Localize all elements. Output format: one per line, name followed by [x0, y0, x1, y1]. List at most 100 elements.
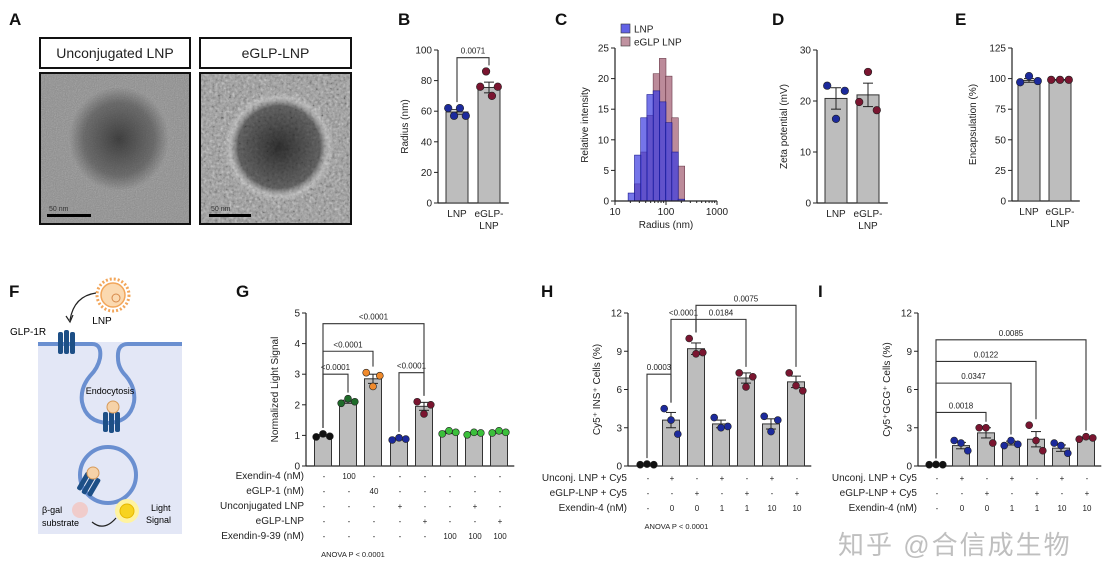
- x-category-label: eGLP-: [475, 209, 504, 220]
- data-point: [957, 439, 965, 447]
- condition-value: -: [323, 472, 326, 481]
- x-category-label: LNP: [1019, 207, 1039, 218]
- data-point: [493, 82, 502, 91]
- y-tick-label: 125: [989, 44, 1006, 55]
- y-tick-label: 10: [598, 135, 610, 146]
- chart-panel-h: 0 3 6 9 12 Cy5⁺ INS⁺ Cells (%) 0.0003 <0.0001 0.…: [542, 294, 812, 531]
- data-point: [649, 460, 658, 469]
- p-value-label: 0.0003: [647, 363, 672, 372]
- p-value-label: <0.0001: [397, 362, 427, 371]
- condition-value: 1: [1035, 504, 1040, 513]
- condition-value: +: [473, 502, 478, 511]
- bar: [1017, 79, 1041, 202]
- condition-value: -: [936, 504, 939, 513]
- data-point: [1024, 72, 1034, 81]
- condition-row-label: Unconj. LNP + Cy5: [542, 473, 628, 484]
- bar: [445, 111, 469, 204]
- y-tick-label: 12: [901, 309, 913, 320]
- panel-letter-e: E: [955, 10, 967, 29]
- condition-value: 10: [1058, 504, 1067, 513]
- y-tick-label: 60: [421, 107, 433, 118]
- data-point: [792, 381, 800, 390]
- condition-value: -: [449, 502, 452, 511]
- tem-title-eglp: eGLP-LNP: [199, 37, 352, 69]
- condition-value: -: [348, 502, 351, 511]
- condition-value: -: [449, 517, 452, 526]
- condition-value: -: [348, 487, 351, 496]
- p-value-label: 0.0075: [734, 294, 759, 303]
- condition-value: +: [1010, 474, 1015, 483]
- data-point: [495, 427, 503, 435]
- y-tick-label: 0: [426, 199, 432, 210]
- data-point: [950, 436, 959, 445]
- p-value-label: 0.0071: [461, 47, 486, 56]
- condition-value: -: [771, 489, 774, 498]
- data-point: [350, 397, 359, 406]
- condition-value: 100: [493, 532, 507, 541]
- y-tick-label: 1: [294, 431, 300, 442]
- panel-letter-g: G: [236, 282, 250, 301]
- y-tick-label: 3: [294, 370, 300, 381]
- condition-value: 0: [695, 504, 700, 513]
- condition-row-label: eGLP-1 (nM): [246, 486, 304, 497]
- significance-bracket: [322, 323, 425, 428]
- data-point: [660, 404, 669, 413]
- condition-value: 100: [342, 472, 356, 481]
- condition-value: 0: [985, 504, 990, 513]
- condition-value: -: [499, 472, 502, 481]
- condition-value: +: [1060, 474, 1065, 483]
- significance-bracket: [935, 339, 1087, 459]
- condition-value: -: [961, 489, 964, 498]
- histogram-bar: [627, 192, 636, 202]
- condition-value: -: [499, 487, 502, 496]
- bar: [364, 378, 382, 467]
- condition-value: -: [399, 472, 402, 481]
- condition-value: 10: [768, 504, 777, 513]
- condition-value: -: [986, 474, 989, 483]
- x-category-label: eGLP-: [1046, 207, 1075, 218]
- beta-gal-substrate-icon: [72, 502, 88, 518]
- p-value-label: 0.0085: [999, 329, 1024, 338]
- data-point: [1089, 434, 1097, 442]
- bar: [737, 377, 755, 467]
- lnp-icon: [95, 277, 131, 313]
- data-point: [735, 369, 744, 377]
- data-point: [692, 349, 700, 358]
- bar: [1048, 79, 1072, 202]
- condition-value: -: [746, 474, 749, 483]
- x-tick-label: 100: [658, 207, 675, 218]
- condition-value: -: [721, 489, 724, 498]
- condition-value: -: [796, 474, 799, 483]
- data-point: [461, 111, 470, 120]
- data-point: [673, 430, 682, 438]
- condition-value: -: [399, 517, 402, 526]
- endocytosis-label: Endocytosis: [86, 386, 135, 396]
- data-point: [932, 460, 940, 469]
- y-tick-label: 5: [603, 166, 609, 177]
- significance-bracket: [695, 304, 797, 367]
- data-point: [1082, 432, 1090, 441]
- lnp-bound-icon: [86, 466, 100, 480]
- data-point: [1016, 78, 1025, 87]
- data-point: [767, 427, 775, 436]
- histogram-bar: [652, 90, 661, 202]
- tem-image-unconjugated-lnp: 50 nm: [39, 72, 191, 225]
- y-tick-label: 12: [611, 309, 623, 320]
- y-tick-label: 6: [906, 385, 912, 396]
- lnp-bound-icon: [106, 400, 120, 414]
- data-point: [1013, 440, 1022, 449]
- y-tick-label: 40: [421, 137, 433, 148]
- data-point: [476, 82, 485, 91]
- histogram-bar: [671, 151, 679, 202]
- condition-value: -: [348, 532, 351, 541]
- histogram-bar: [665, 122, 673, 202]
- condition-value: -: [373, 502, 376, 511]
- data-point: [455, 104, 465, 113]
- panel-letter-a: A: [9, 10, 22, 29]
- histogram-bar: [659, 101, 667, 202]
- anova-note: ANOVA P < 0.0001: [645, 522, 709, 531]
- condition-value: 0: [960, 504, 965, 513]
- x-category-label: LNP: [479, 221, 499, 232]
- condition-value: -: [936, 489, 939, 498]
- y-tick-label: 3: [906, 423, 912, 434]
